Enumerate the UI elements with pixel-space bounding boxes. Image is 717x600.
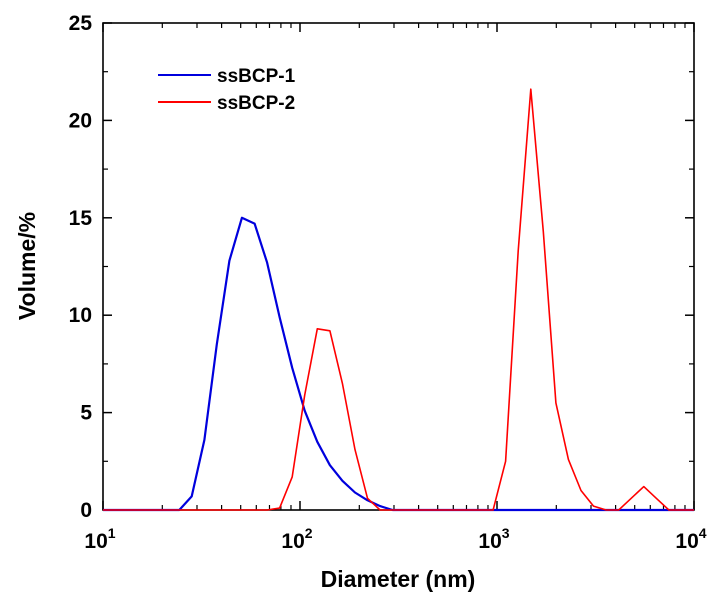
series-lines xyxy=(103,88,694,512)
x-tick-label: 103 xyxy=(478,525,509,553)
x-axis-title: Diameter (nm) xyxy=(321,566,476,592)
x-tick-label: 101 xyxy=(84,525,115,553)
legend: ssBCP-1 ssBCP-2 xyxy=(158,66,296,114)
y-tick-label: 15 xyxy=(69,207,93,230)
x-tick-base: 10 xyxy=(675,530,698,553)
y-tick-label: 0 xyxy=(80,499,92,522)
y-axis-title: Volume/% xyxy=(14,212,40,320)
series-line-ssbcp-1 xyxy=(103,216,694,512)
legend-label-ssbcp-1: ssBCP-1 xyxy=(217,66,296,87)
x-tick-exponent: 4 xyxy=(699,525,707,541)
y-tick-label: 20 xyxy=(69,109,92,132)
axis-ticks xyxy=(102,22,695,511)
series-line-ssbcp-2 xyxy=(103,88,694,511)
x-tick-base: 10 xyxy=(84,530,107,553)
y-tick-label: 10 xyxy=(69,304,92,327)
y-tick-label: 5 xyxy=(80,402,92,425)
x-tick-exponent: 3 xyxy=(502,525,510,541)
x-tick-label: 102 xyxy=(281,525,312,553)
x-tick-base: 10 xyxy=(281,530,304,553)
legend-label-ssbcp-2: ssBCP-2 xyxy=(217,93,295,114)
x-tick-base: 10 xyxy=(478,530,501,553)
y-tick-label: 25 xyxy=(69,12,93,35)
x-tick-exponent: 1 xyxy=(108,525,116,541)
plot-frame xyxy=(102,22,695,511)
x-tick-exponent: 2 xyxy=(305,525,313,541)
x-tick-label: 104 xyxy=(675,525,706,553)
